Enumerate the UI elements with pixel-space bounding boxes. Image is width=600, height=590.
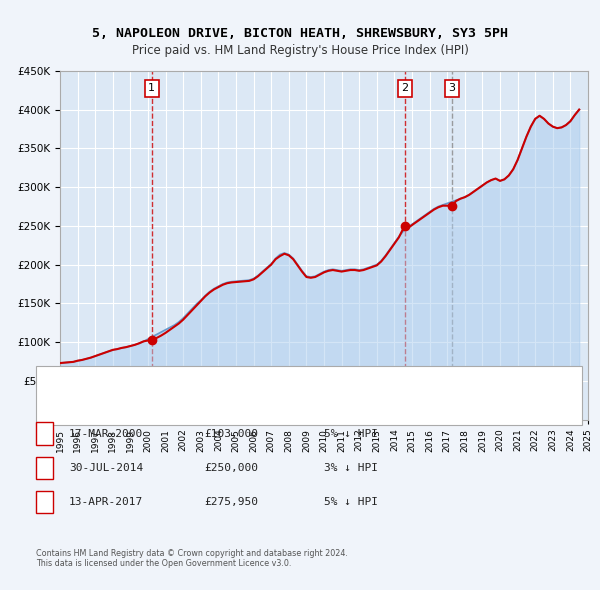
Text: This data is licensed under the Open Government Licence v3.0.: This data is licensed under the Open Gov… [36, 559, 292, 568]
Text: 3% ↓ HPI: 3% ↓ HPI [324, 463, 378, 473]
Text: 30-JUL-2014: 30-JUL-2014 [69, 463, 143, 473]
Text: Price paid vs. HM Land Registry's House Price Index (HPI): Price paid vs. HM Land Registry's House … [131, 44, 469, 57]
Text: 2: 2 [401, 83, 408, 93]
Text: Contains HM Land Registry data © Crown copyright and database right 2024.: Contains HM Land Registry data © Crown c… [36, 549, 348, 558]
Text: 13-APR-2017: 13-APR-2017 [69, 497, 143, 507]
Text: £250,000: £250,000 [204, 463, 258, 473]
Text: 3: 3 [449, 83, 455, 93]
Text: ——: —— [39, 401, 54, 414]
Text: £103,000: £103,000 [204, 429, 258, 438]
Text: 5, NAPOLEON DRIVE, BICTON HEATH, SHREWSBURY, SY3 5PH (detached house): 5, NAPOLEON DRIVE, BICTON HEATH, SHREWSB… [63, 377, 421, 386]
Text: 5% ↓ HPI: 5% ↓ HPI [324, 429, 378, 438]
Text: ——: —— [39, 375, 54, 388]
Text: £275,950: £275,950 [204, 497, 258, 507]
Text: 1: 1 [148, 83, 155, 93]
Text: 1: 1 [41, 429, 48, 438]
Text: HPI: Average price, detached house, Shropshire: HPI: Average price, detached house, Shro… [63, 402, 279, 412]
Text: 5, NAPOLEON DRIVE, BICTON HEATH, SHREWSBURY, SY3 5PH: 5, NAPOLEON DRIVE, BICTON HEATH, SHREWSB… [92, 27, 508, 40]
Text: 5% ↓ HPI: 5% ↓ HPI [324, 497, 378, 507]
Text: 2: 2 [41, 463, 48, 473]
Text: 3: 3 [41, 497, 48, 507]
Text: 17-MAR-2000: 17-MAR-2000 [69, 429, 143, 438]
